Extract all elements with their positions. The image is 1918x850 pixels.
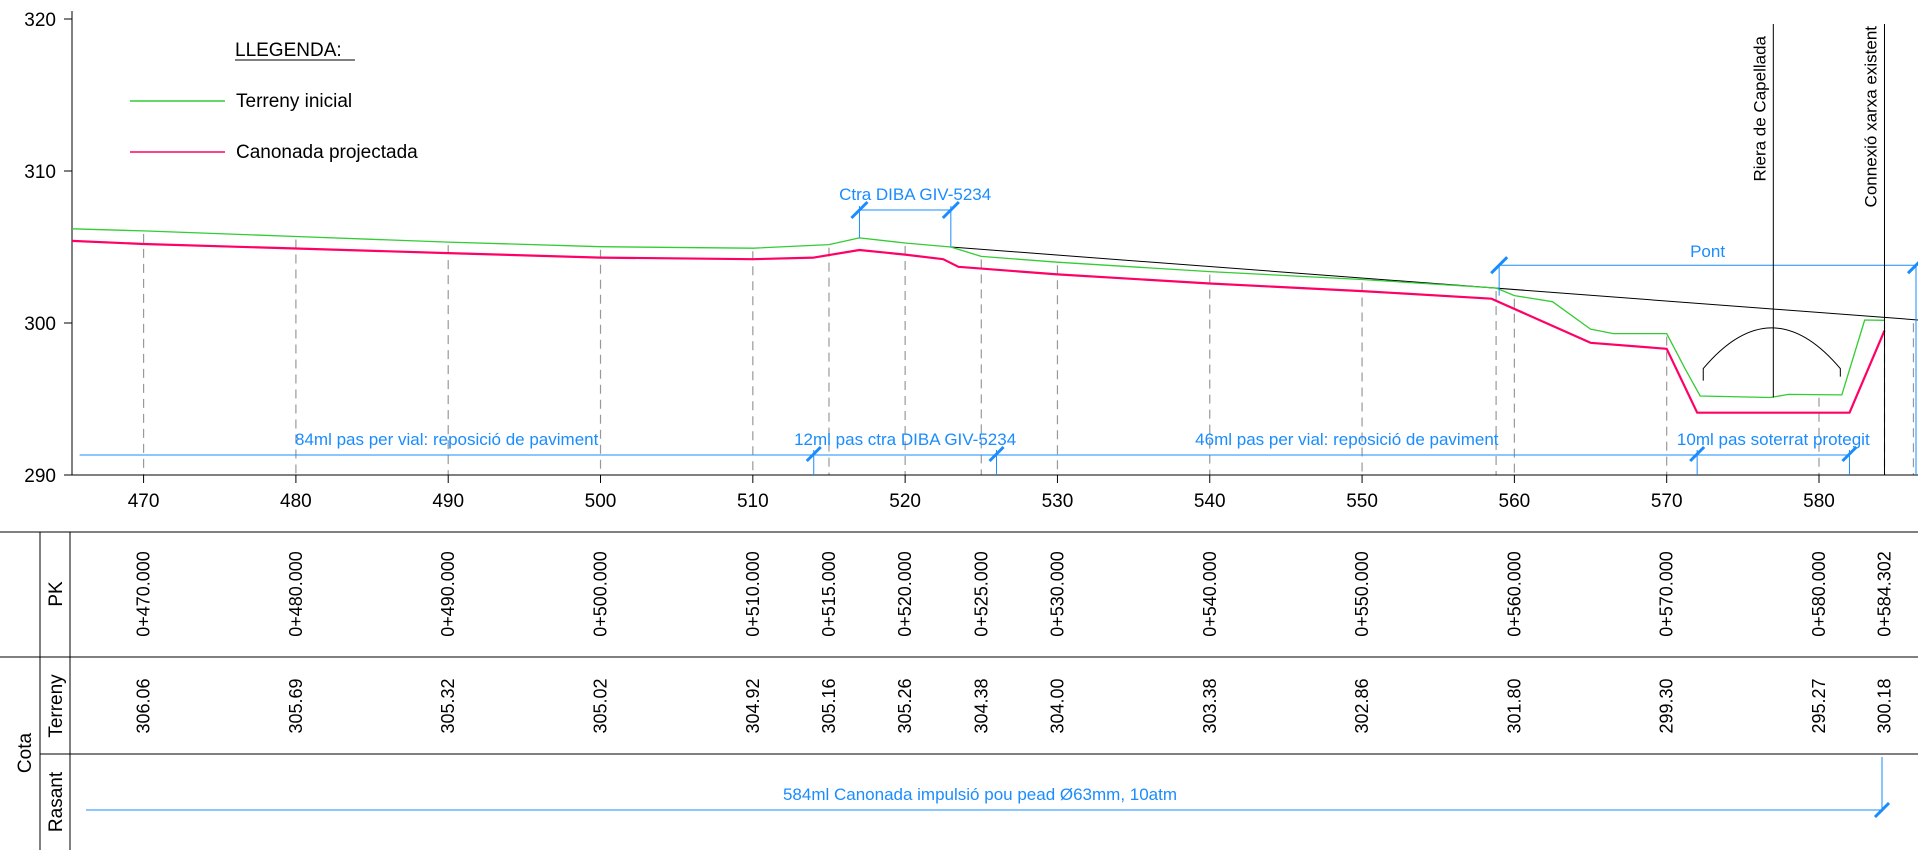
bridge-dimension-tick <box>1490 256 1509 275</box>
station-guides <box>142 233 1915 475</box>
bridge-dimension-tick <box>1906 261 1918 275</box>
terreny-cell: 305.26 <box>895 678 915 733</box>
y-tick-label: 290 <box>24 466 56 487</box>
pk-cell: 0+470.000 <box>134 551 154 637</box>
segment-label: 84ml pas per vial: reposició de paviment <box>295 430 599 449</box>
terreny-cell: 304.38 <box>971 678 991 733</box>
data-table: PK Cota Terreny Rasant 0+470.000306.060+… <box>0 531 1918 850</box>
annotations: Ctra DIBA GIV-5234 Pont Riera de Capellada… <box>79 24 1918 475</box>
bridge-label: Pont <box>1690 242 1725 261</box>
terreny-cell: 304.00 <box>1047 678 1067 733</box>
pk-cell: 0+540.000 <box>1200 551 1220 637</box>
segment-dimension-tick <box>1841 445 1858 463</box>
segment-dimension-tick <box>988 445 1005 463</box>
legend: LLEGENDA: Terreny inicial Canonada proje… <box>130 40 418 163</box>
table-header-cota: Cota <box>15 733 36 774</box>
segment-label: 46ml pas per vial: reposició de paviment <box>1195 430 1499 449</box>
terreny-cell: 295.27 <box>1809 678 1829 733</box>
profile-series <box>71 228 1918 414</box>
terreny-cell: 305.32 <box>438 678 458 733</box>
terreny-cell: 301.80 <box>1504 678 1524 733</box>
legend-title: LLEGENDA: <box>235 40 342 61</box>
terreny-cell: 299.30 <box>1657 678 1677 733</box>
connection-label: Connexió xarxa existent <box>1861 26 1880 208</box>
rasant-dimension-tick <box>1873 801 1891 819</box>
terreny-cell: 306.06 <box>134 678 154 733</box>
table-header-rasant: Rasant <box>46 771 67 832</box>
segment-dimension-tick <box>805 445 822 463</box>
x-tick-label: 510 <box>737 491 769 512</box>
pk-cell: 0+584.302 <box>1875 551 1895 637</box>
terreny-cell: 303.38 <box>1200 678 1220 733</box>
pk-cell: 0+560.000 <box>1504 551 1524 637</box>
x-tick-label: 570 <box>1651 491 1683 512</box>
terreny-cell: 305.16 <box>819 678 839 733</box>
road-dimension-tick <box>850 200 869 220</box>
table-header-pk: PK <box>46 581 67 607</box>
x-tick-label: 480 <box>280 491 312 512</box>
bridge-arch <box>1702 327 1841 381</box>
pk-cell: 0+530.000 <box>1047 551 1067 637</box>
pk-cell: 0+550.000 <box>1352 551 1372 637</box>
terreny-cell: 305.02 <box>591 678 611 733</box>
pk-cell: 0+570.000 <box>1657 551 1677 637</box>
pk-cell: 0+520.000 <box>895 551 915 637</box>
x-tick-label: 540 <box>1194 491 1226 512</box>
axes: 290 300 310 320 470 480 490 500 510 520 530 540 550 5… <box>24 10 1918 512</box>
y-tick-label: 320 <box>24 10 56 31</box>
segment-dimension-tick <box>1689 445 1706 463</box>
pk-cell: 0+480.000 <box>286 551 306 637</box>
terreny-cell: 302.86 <box>1352 678 1372 733</box>
rasant-label: 584ml Canonada impulsió pou pead Ø63mm, … <box>783 785 1177 804</box>
segment-label: 10ml pas soterrat protegit <box>1677 430 1870 449</box>
x-tick-label: 500 <box>585 491 617 512</box>
pk-cell: 0+580.000 <box>1809 551 1829 637</box>
pk-cell: 0+515.000 <box>819 551 839 637</box>
x-tick-label: 550 <box>1346 491 1378 512</box>
x-tick-label: 530 <box>1042 491 1074 512</box>
pk-cell: 0+510.000 <box>743 551 763 637</box>
road-dimension-tick <box>941 200 960 220</box>
legend-label-canonada: Canonada projectada <box>236 142 418 163</box>
x-tick-label: 490 <box>432 491 464 512</box>
y-tick-label: 300 <box>24 314 56 335</box>
x-tick-label: 520 <box>889 491 921 512</box>
terreny-cell: 304.92 <box>743 678 763 733</box>
x-tick-label: 560 <box>1499 491 1531 512</box>
canonada-projectada-line <box>71 239 1886 414</box>
stream-label: Riera de Capellada <box>1750 35 1769 181</box>
terreny-inicial-line <box>71 228 1885 399</box>
y-tick-label: 310 <box>24 162 56 183</box>
segment-label: 12ml pas ctra DIBA GIV-5234 <box>794 430 1016 449</box>
x-tick-label: 580 <box>1803 491 1835 512</box>
pk-cell: 0+525.000 <box>971 551 991 637</box>
road-label: Ctra DIBA GIV-5234 <box>839 185 991 204</box>
pk-cell: 0+490.000 <box>438 551 458 637</box>
table-cells: 0+470.000 306.06 0+480.000 305.69 0+490.000 3… <box>134 551 1895 733</box>
x-tick-label: 470 <box>128 491 160 512</box>
pk-cell: 0+500.000 <box>591 551 611 637</box>
terreny-cell: 305.69 <box>286 678 306 733</box>
terreny-cell: 300.18 <box>1875 678 1895 733</box>
legend-label-terreny: Terreny inicial <box>236 91 352 112</box>
table-header-terreny: Terreny <box>46 674 67 738</box>
